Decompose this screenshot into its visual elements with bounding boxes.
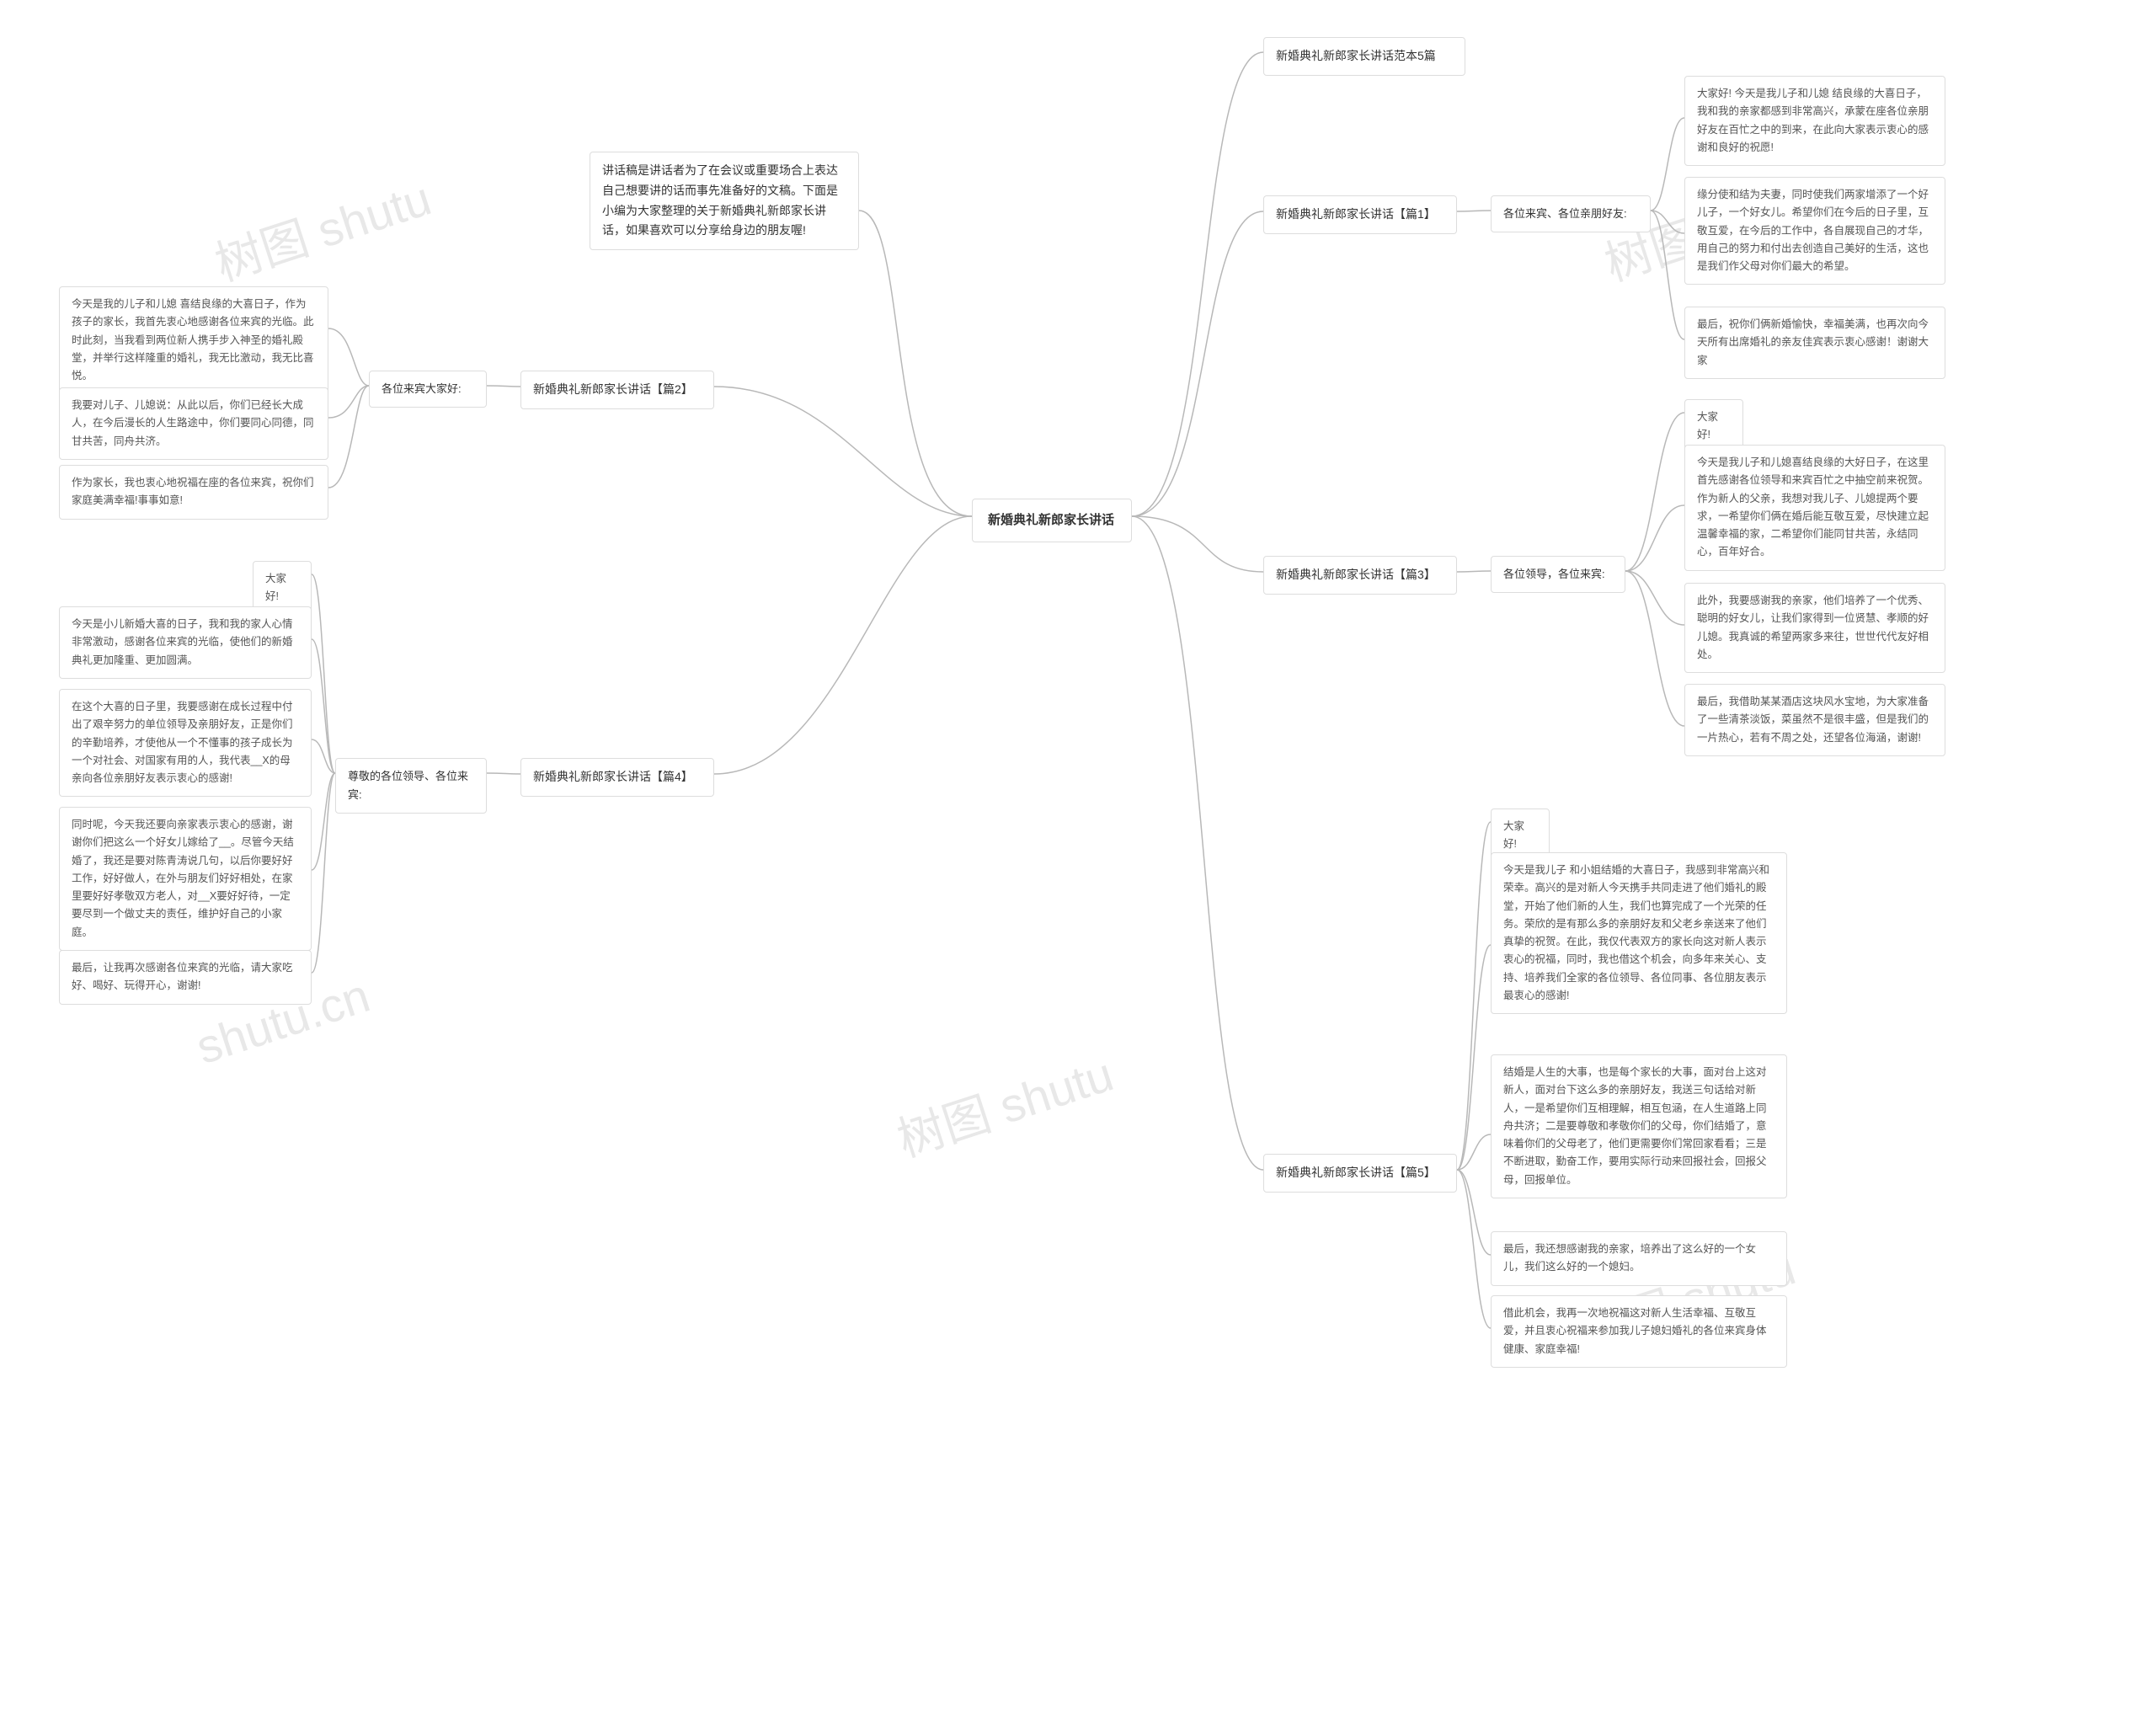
leaf-p4-2[interactable]: 在这个大喜的日子里，我要感谢在成长过程中付出了艰辛努力的单位领导及亲朋好友，正是… bbox=[59, 689, 312, 797]
leaf-p4-4[interactable]: 最后，让我再次感谢各位来宾的光临，请大家吃好、喝好、玩得开心，谢谢! bbox=[59, 950, 312, 1005]
leaf-p1-2[interactable]: 缘分使和结为夫妻，同时使我们两家增添了一个好儿子，一个好女儿。希望你们在今后的日… bbox=[1684, 177, 1945, 285]
leaf-p5-4[interactable]: 借此机会，我再一次地祝福这对新人生活幸福、互敬互爱，并且衷心祝福来参加我儿子媳妇… bbox=[1491, 1295, 1787, 1368]
leaf-p2-1[interactable]: 今天是我的儿子和儿媳 喜结良缘的大喜日子，作为孩子的家长，我首先衷心地感谢各位来… bbox=[59, 286, 328, 394]
sub-p1[interactable]: 各位来宾、各位亲朋好友: bbox=[1491, 195, 1651, 232]
mindmap-canvas: 树图 shutu 树图 shutu shutu.cn 树图 shutu 树图 s… bbox=[0, 0, 2156, 1729]
leaf-p3-1[interactable]: 今天是我儿子和儿媳喜结良缘的大好日子，在这里首先感谢各位领导和来宾百忙之中抽空前… bbox=[1684, 445, 1945, 571]
branch-p3[interactable]: 新婚典礼新郎家长讲话【篇3】 bbox=[1263, 556, 1457, 595]
leaf-p1-1[interactable]: 大家好! 今天是我儿子和儿媳 结良缘的大喜日子，我和我的亲家都感到非常高兴，承蒙… bbox=[1684, 76, 1945, 166]
sub-p2[interactable]: 各位来宾大家好: bbox=[369, 371, 487, 408]
branch-p2[interactable]: 新婚典礼新郎家长讲话【篇2】 bbox=[520, 371, 714, 409]
sub-p3[interactable]: 各位领导，各位来宾: bbox=[1491, 556, 1625, 593]
branch-p4[interactable]: 新婚典礼新郎家长讲话【篇4】 bbox=[520, 758, 714, 797]
branch-p5[interactable]: 新婚典礼新郎家长讲话【篇5】 bbox=[1263, 1154, 1457, 1193]
leaf-p4-1[interactable]: 今天是小儿新婚大喜的日子，我和我的家人心情非常激动，感谢各位来宾的光临，使他们的… bbox=[59, 606, 312, 679]
leaf-p1-3[interactable]: 最后，祝你们俩新婚愉快，幸福美满，也再次向今天所有出席婚礼的亲友佳宾表示衷心感谢… bbox=[1684, 307, 1945, 379]
branch-p1[interactable]: 新婚典礼新郎家长讲话【篇1】 bbox=[1263, 195, 1457, 234]
leaf-p5-1[interactable]: 今天是我儿子 和小姐结婚的大喜日子，我感到非常高兴和荣幸。高兴的是对新人今天携手… bbox=[1491, 852, 1787, 1014]
watermark: 树图 shutu bbox=[205, 161, 439, 295]
leaf-p2-3[interactable]: 作为家长，我也衷心地祝福在座的各位来宾，祝你们家庭美满幸福!事事如意! bbox=[59, 465, 328, 520]
leaf-p5-3[interactable]: 最后，我还想感谢我的亲家，培养出了这么好的一个女儿，我们这么好的一个媳妇。 bbox=[1491, 1231, 1787, 1286]
sub-p4[interactable]: 尊敬的各位领导、各位来宾: bbox=[335, 758, 487, 814]
watermark: 树图 shutu bbox=[888, 1037, 1121, 1171]
leaf-p2-2[interactable]: 我要对儿子、儿媳说：从此以后，你们已经长大成人，在今后漫长的人生路途中，你们要同… bbox=[59, 387, 328, 460]
root-node[interactable]: 新婚典礼新郎家长讲话 bbox=[972, 499, 1132, 542]
branch-p0[interactable]: 新婚典礼新郎家长讲话范本5篇 bbox=[1263, 37, 1465, 76]
leaf-p4-3[interactable]: 同时呢，今天我还要向亲家表示衷心的感谢，谢谢你们把这么一个好女儿嫁给了__。尽管… bbox=[59, 807, 312, 951]
leaf-p5-2[interactable]: 结婚是人生的大事，也是每个家长的大事，面对台上这对新人，面对台下这么多的亲朋好友… bbox=[1491, 1054, 1787, 1198]
leaf-p3-3[interactable]: 最后，我借助某某酒店这块风水宝地，为大家准备了一些清茶淡饭，菜虽然不是很丰盛，但… bbox=[1684, 684, 1945, 756]
leaf-p3-2[interactable]: 此外，我要感谢我的亲家，他们培养了一个优秀、聪明的好女儿，让我们家得到一位贤慧、… bbox=[1684, 583, 1945, 673]
intro-node[interactable]: 讲话稿是讲话者为了在会议或重要场合上表达自己想要讲的话而事先准备好的文稿。下面是… bbox=[590, 152, 859, 250]
